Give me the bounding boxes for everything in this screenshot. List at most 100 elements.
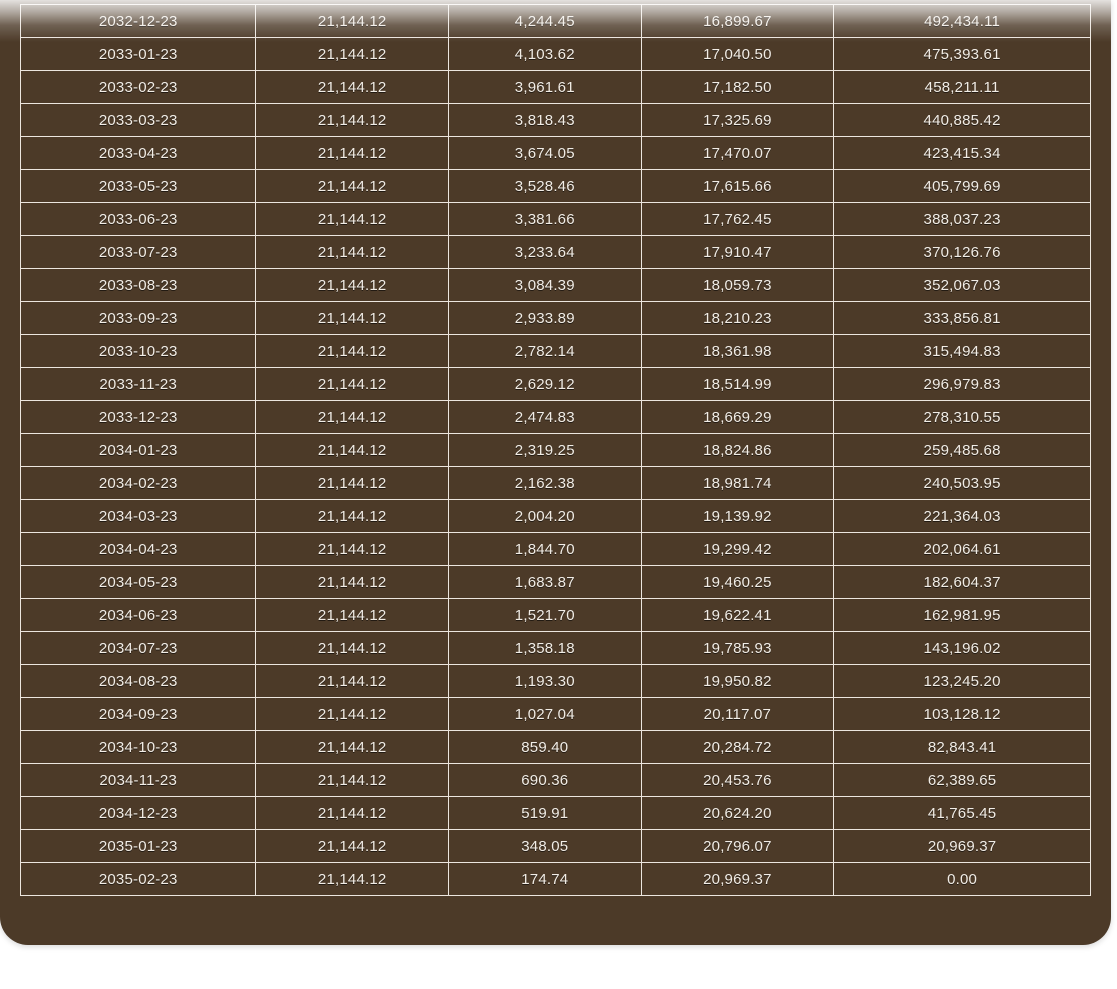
table-row: 2035-02-2321,144.12174.7420,969.370.00 [21,863,1091,896]
table-row: 2034-03-2321,144.122,004.2019,139.92221,… [21,500,1091,533]
cell-balance: 62,389.65 [834,764,1091,797]
cell-date: 2034-05-23 [21,566,256,599]
cell-payment: 21,144.12 [256,137,449,170]
table-row: 2034-04-2321,144.121,844.7019,299.42202,… [21,533,1091,566]
cell-principal: 17,762.45 [641,203,834,236]
cell-date: 2033-05-23 [21,170,256,203]
cell-principal: 16,899.67 [641,5,834,38]
cell-balance: 423,415.34 [834,137,1091,170]
cell-date: 2032-12-23 [21,5,256,38]
cell-principal: 18,059.73 [641,269,834,302]
table-row: 2033-08-2321,144.123,084.3918,059.73352,… [21,269,1091,302]
cell-payment: 21,144.12 [256,467,449,500]
cell-payment: 21,144.12 [256,401,449,434]
cell-interest: 2,782.14 [448,335,641,368]
cell-interest: 3,084.39 [448,269,641,302]
table-row: 2033-02-2321,144.123,961.6117,182.50458,… [21,71,1091,104]
cell-principal: 20,117.07 [641,698,834,731]
cell-interest: 2,474.83 [448,401,641,434]
cell-balance: 458,211.11 [834,71,1091,104]
cell-principal: 17,910.47 [641,236,834,269]
table-row: 2034-11-2321,144.12690.3620,453.7662,389… [21,764,1091,797]
cell-date: 2033-11-23 [21,368,256,401]
cell-payment: 21,144.12 [256,269,449,302]
cell-payment: 21,144.12 [256,566,449,599]
cell-interest: 1,358.18 [448,632,641,665]
table-row: 2033-01-2321,144.124,103.6217,040.50475,… [21,38,1091,71]
cell-principal: 17,325.69 [641,104,834,137]
cell-date: 2033-10-23 [21,335,256,368]
cell-date: 2034-01-23 [21,434,256,467]
cell-date: 2034-11-23 [21,764,256,797]
cell-payment: 21,144.12 [256,368,449,401]
cell-interest: 3,674.05 [448,137,641,170]
cell-balance: 278,310.55 [834,401,1091,434]
cell-balance: 182,604.37 [834,566,1091,599]
cell-payment: 21,144.12 [256,863,449,896]
cell-balance: 492,434.11 [834,5,1091,38]
cell-interest: 2,004.20 [448,500,641,533]
cell-balance: 315,494.83 [834,335,1091,368]
cell-date: 2033-04-23 [21,137,256,170]
table-row: 2033-12-2321,144.122,474.8318,669.29278,… [21,401,1091,434]
cell-interest: 859.40 [448,731,641,764]
cell-payment: 21,144.12 [256,632,449,665]
cell-payment: 21,144.12 [256,104,449,137]
table-row: 2034-08-2321,144.121,193.3019,950.82123,… [21,665,1091,698]
cell-payment: 21,144.12 [256,830,449,863]
cell-date: 2033-01-23 [21,38,256,71]
cell-interest: 3,381.66 [448,203,641,236]
cell-balance: 202,064.61 [834,533,1091,566]
cell-payment: 21,144.12 [256,434,449,467]
cell-payment: 21,144.12 [256,236,449,269]
cell-date: 2035-01-23 [21,830,256,863]
cell-balance: 123,245.20 [834,665,1091,698]
cell-principal: 17,182.50 [641,71,834,104]
cell-interest: 1,844.70 [448,533,641,566]
cell-payment: 21,144.12 [256,302,449,335]
table-row: 2033-06-2321,144.123,381.6617,762.45388,… [21,203,1091,236]
cell-payment: 21,144.12 [256,731,449,764]
cell-principal: 20,284.72 [641,731,834,764]
cell-date: 2035-02-23 [21,863,256,896]
cell-interest: 3,961.61 [448,71,641,104]
cell-date: 2033-02-23 [21,71,256,104]
cell-payment: 21,144.12 [256,797,449,830]
cell-date: 2033-12-23 [21,401,256,434]
cell-interest: 174.74 [448,863,641,896]
table-row: 2034-09-2321,144.121,027.0420,117.07103,… [21,698,1091,731]
cell-date: 2034-03-23 [21,500,256,533]
table-row: 2033-03-2321,144.123,818.4317,325.69440,… [21,104,1091,137]
cell-balance: 296,979.83 [834,368,1091,401]
cell-date: 2033-08-23 [21,269,256,302]
cell-balance: 162,981.95 [834,599,1091,632]
table-row: 2034-06-2321,144.121,521.7019,622.41162,… [21,599,1091,632]
cell-balance: 82,843.41 [834,731,1091,764]
amortization-table-wrap: 2032-12-2321,144.124,244.4516,899.67492,… [20,0,1091,896]
cell-date: 2034-09-23 [21,698,256,731]
cell-balance: 240,503.95 [834,467,1091,500]
cell-date: 2034-02-23 [21,467,256,500]
cell-payment: 21,144.12 [256,170,449,203]
cell-principal: 17,615.66 [641,170,834,203]
cell-principal: 18,210.23 [641,302,834,335]
cell-balance: 221,364.03 [834,500,1091,533]
table-row: 2033-04-2321,144.123,674.0517,470.07423,… [21,137,1091,170]
cell-interest: 519.91 [448,797,641,830]
cell-balance: 103,128.12 [834,698,1091,731]
cell-balance: 370,126.76 [834,236,1091,269]
table-row: 2033-11-2321,144.122,629.1218,514.99296,… [21,368,1091,401]
cell-interest: 3,528.46 [448,170,641,203]
cell-principal: 17,040.50 [641,38,834,71]
cell-interest: 3,818.43 [448,104,641,137]
cell-principal: 20,969.37 [641,863,834,896]
cell-interest: 2,162.38 [448,467,641,500]
cell-balance: 20,969.37 [834,830,1091,863]
table-row: 2033-10-2321,144.122,782.1418,361.98315,… [21,335,1091,368]
amortization-table: 2032-12-2321,144.124,244.4516,899.67492,… [20,4,1091,896]
cell-principal: 19,299.42 [641,533,834,566]
cell-interest: 690.36 [448,764,641,797]
table-row: 2034-01-2321,144.122,319.2518,824.86259,… [21,434,1091,467]
cell-interest: 348.05 [448,830,641,863]
cell-payment: 21,144.12 [256,599,449,632]
